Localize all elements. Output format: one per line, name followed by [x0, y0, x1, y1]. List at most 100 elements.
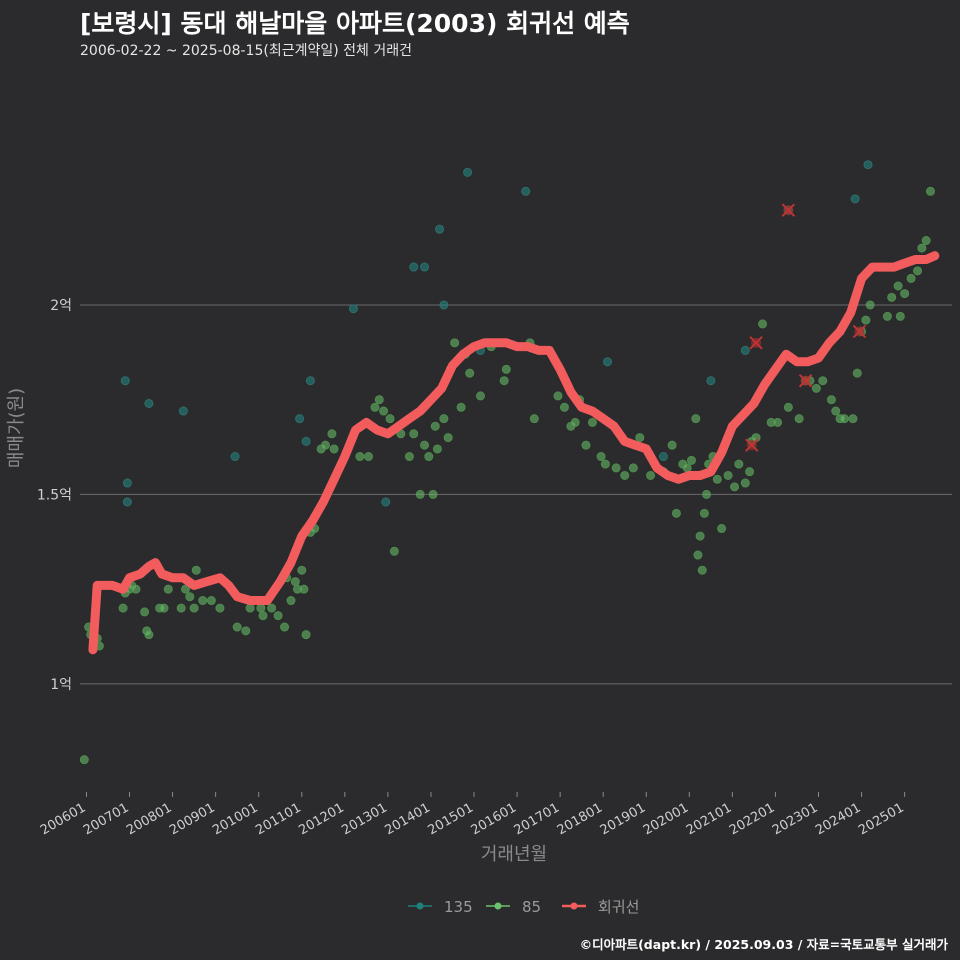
- outlier-marker: [852, 324, 867, 339]
- point-85: [745, 467, 755, 477]
- point-85: [913, 266, 923, 276]
- point-85: [581, 440, 591, 450]
- point-85: [865, 300, 875, 310]
- point-85: [693, 550, 703, 560]
- point-135: [740, 345, 750, 355]
- point-85: [320, 440, 330, 450]
- point-85: [600, 459, 610, 469]
- x-tick-label: 200801: [124, 800, 174, 838]
- point-85: [176, 603, 186, 613]
- point-85: [198, 596, 208, 606]
- x-tick-label: 201701: [512, 800, 562, 838]
- point-85: [734, 459, 744, 469]
- point-85: [691, 414, 701, 424]
- y-tick-label: 1.5억: [37, 487, 72, 503]
- point-85: [389, 546, 399, 556]
- point-85: [140, 607, 150, 617]
- x-tick-label: 201001: [210, 800, 260, 838]
- x-tick-label: 201201: [296, 800, 346, 838]
- point-85: [697, 565, 707, 575]
- point-135: [178, 406, 188, 416]
- point-85: [671, 508, 681, 518]
- point-85: [702, 489, 712, 499]
- point-85: [921, 236, 931, 246]
- point-135: [144, 398, 154, 408]
- point-85: [635, 433, 645, 443]
- point-85: [329, 444, 339, 454]
- point-85: [559, 402, 569, 412]
- regression-line: [88, 251, 940, 655]
- point-85: [917, 243, 927, 253]
- point-85: [895, 311, 905, 321]
- point-85: [456, 402, 466, 412]
- series-85-points: [79, 186, 935, 765]
- point-135: [409, 262, 419, 272]
- point-85: [439, 414, 449, 424]
- point-85: [245, 603, 255, 613]
- point-85: [723, 470, 733, 480]
- point-85: [848, 414, 858, 424]
- point-85: [712, 474, 722, 484]
- point-135: [521, 186, 531, 196]
- x-tick-label: 201301: [339, 800, 389, 838]
- point-85: [682, 463, 692, 473]
- point-135: [658, 452, 668, 462]
- point-85: [424, 452, 434, 462]
- source-caption: ©디아파트(dapt.kr) / 2025.09.03 / 자료=국토교통부 실…: [579, 937, 948, 952]
- point-85: [900, 289, 910, 299]
- point-85: [185, 592, 195, 602]
- point-85: [404, 452, 414, 462]
- point-85: [385, 414, 395, 424]
- point-85: [852, 368, 862, 378]
- point-85: [811, 383, 821, 393]
- point-85: [241, 626, 251, 636]
- point-85: [232, 622, 242, 632]
- point-85: [773, 417, 783, 427]
- chart-subtitle: 2006-02-22 ~ 2025-08-15(최근계약일) 전체 거래건: [80, 43, 412, 59]
- chart-title: [보령시] 동대 해날마을 아파트(2003) 회귀선 예측: [80, 9, 630, 38]
- point-85: [893, 281, 903, 291]
- point-85: [826, 395, 836, 405]
- point-85: [450, 338, 460, 348]
- legend: 135 85 회귀선: [408, 898, 639, 916]
- outlier-marker: [749, 336, 763, 350]
- point-85: [256, 603, 266, 613]
- point-85: [611, 463, 621, 473]
- point-135: [419, 262, 429, 272]
- x-tick-label: 200901: [167, 800, 217, 838]
- point-85: [628, 463, 638, 473]
- point-135: [381, 497, 391, 507]
- point-85: [529, 414, 539, 424]
- point-85: [280, 622, 290, 632]
- x-tick-label: 201901: [598, 800, 648, 838]
- x-tick-label: 202001: [641, 800, 691, 838]
- point-135: [435, 224, 445, 234]
- point-85: [181, 584, 191, 594]
- point-135: [439, 300, 449, 310]
- y-tick-label: 2억: [50, 298, 72, 314]
- point-85: [861, 315, 871, 325]
- x-tick-label: 202401: [813, 800, 863, 838]
- point-85: [419, 440, 429, 450]
- point-85: [258, 611, 268, 621]
- point-85: [206, 596, 216, 606]
- point-135: [603, 357, 613, 367]
- legend-item-2: 회귀선: [562, 898, 639, 916]
- x-tick-label: 202301: [770, 800, 820, 838]
- legend-item-1: 85: [486, 898, 541, 916]
- x-axis-title: 거래년월: [481, 844, 547, 865]
- point-85: [428, 489, 438, 499]
- point-85: [79, 755, 89, 765]
- x-tick-label: 202101: [684, 800, 734, 838]
- point-85: [409, 429, 419, 439]
- point-85: [355, 452, 365, 462]
- point-135: [348, 304, 358, 314]
- point-135: [122, 497, 132, 507]
- point-85: [465, 368, 475, 378]
- point-85: [443, 433, 453, 443]
- point-85: [163, 584, 173, 594]
- point-85: [783, 402, 793, 412]
- legend-item-0: 135: [408, 898, 473, 916]
- point-85: [215, 603, 225, 613]
